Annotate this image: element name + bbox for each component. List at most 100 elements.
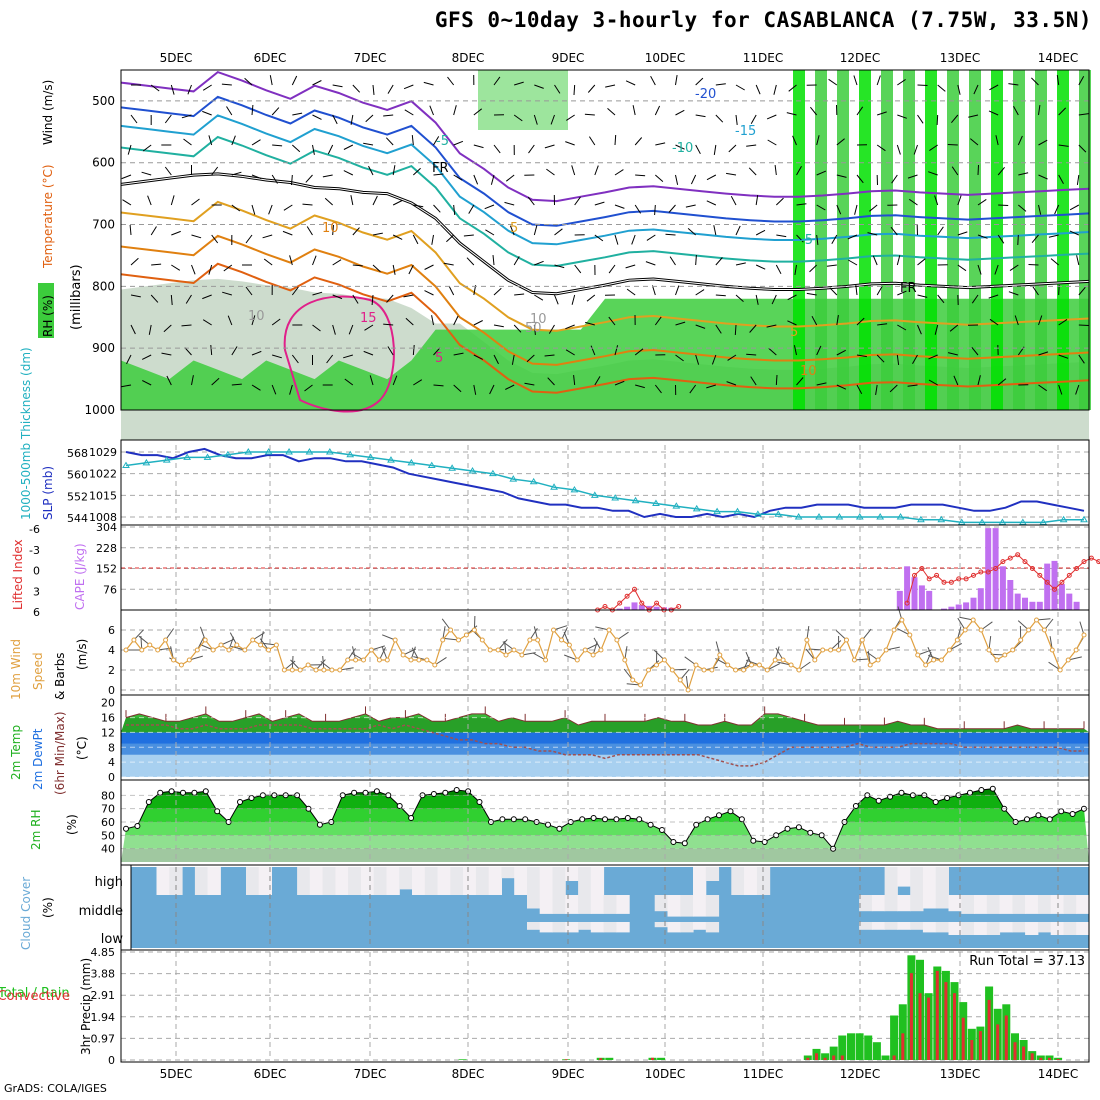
rh-marker <box>681 840 688 847</box>
wind-barb <box>994 264 999 275</box>
precip-conv-bar <box>1013 1042 1017 1060</box>
ylabel-dewpt: 2m DewPt <box>31 728 45 790</box>
credit-label: GrADS: COLA/IGES <box>4 1082 107 1095</box>
cloud-clear <box>386 867 400 895</box>
slp-tick: 1029 <box>89 446 117 459</box>
cloud-clear <box>1050 895 1064 914</box>
rh-marker <box>442 789 449 796</box>
wind-barb <box>614 345 619 356</box>
wind-marker <box>258 642 264 648</box>
wind-barb <box>590 345 596 356</box>
cloud-clear <box>322 867 336 895</box>
cape-bar <box>661 607 667 610</box>
rh-marker <box>316 821 323 828</box>
wind-barb <box>896 255 901 266</box>
wind-marker <box>566 642 572 648</box>
wind-barb <box>528 144 535 154</box>
wind-barb <box>951 166 959 176</box>
cloud-clear <box>859 922 873 930</box>
wind-barb <box>776 234 787 238</box>
wind-barb <box>305 174 313 183</box>
wind-barb <box>746 353 757 356</box>
cloud-clear <box>348 867 362 895</box>
wind-marker <box>384 657 390 663</box>
wind-marker <box>717 652 723 658</box>
ylabel-wind10: 10m Wind <box>9 639 23 700</box>
wind-barb <box>876 354 885 363</box>
wind-marker <box>337 667 343 673</box>
ylabel-cape: CAPE (J/kg) <box>73 543 87 610</box>
cape-bar <box>631 602 638 610</box>
cloud-clear <box>565 895 579 914</box>
wind-barb <box>251 139 261 146</box>
wind-barb <box>998 204 1009 206</box>
wind-barb <box>492 255 495 266</box>
wind-barb <box>574 264 582 274</box>
ylabel-temp2m: 2m Temp <box>9 725 23 780</box>
cloud-clear <box>897 867 911 887</box>
wind-barb <box>170 195 175 206</box>
precip-conv-bar <box>918 993 922 1060</box>
rh-marker <box>362 789 369 796</box>
wind-barb <box>695 324 706 329</box>
rh-column <box>1013 70 1025 410</box>
wind-barb <box>130 324 136 335</box>
cloud-clear <box>999 895 1013 914</box>
cloud-clear <box>693 922 707 930</box>
cloud-clear <box>616 922 630 933</box>
wind-barb <box>392 264 396 275</box>
wind-marker <box>812 657 818 663</box>
wind-barb <box>877 111 887 116</box>
day-label-bottom: 13DEC <box>940 1067 980 1081</box>
precip-conv-bar <box>651 1057 654 1060</box>
wind-barb <box>1058 107 1067 116</box>
precip-tick: 1.94 <box>91 1011 116 1024</box>
wind-barb <box>372 195 378 206</box>
wind-barb <box>1038 105 1041 116</box>
wind-tick: 0 <box>108 684 115 697</box>
wind-barb <box>1058 144 1069 147</box>
wind-barb <box>565 324 575 330</box>
wind-barb <box>711 354 717 365</box>
cape-bar <box>999 566 1006 610</box>
precip-conv-bar <box>1048 1057 1051 1060</box>
cloud-clear <box>335 867 349 895</box>
thickness-marker <box>672 502 681 509</box>
wind-marker <box>1057 667 1063 673</box>
slp-tick: 1015 <box>89 489 117 502</box>
wind-marker <box>408 657 414 663</box>
day-label-bottom: 10DEC <box>645 1067 685 1081</box>
cape-bar <box>911 577 918 610</box>
wind-barb <box>412 344 415 356</box>
wind-barb <box>668 204 676 213</box>
wind-marker <box>368 647 374 653</box>
wind-barb <box>748 167 757 176</box>
rh-marker <box>978 787 985 793</box>
ylabel-cloud: Cloud Cover <box>19 877 33 950</box>
wind-marker <box>1065 657 1071 663</box>
wind-barb <box>251 315 256 326</box>
cloud-clear <box>565 867 579 881</box>
cloud-clear <box>1025 922 1039 935</box>
wind-barb <box>191 198 200 206</box>
thickness-marker <box>631 496 640 504</box>
contour-label: -15 <box>735 124 756 139</box>
cloud-clear <box>667 922 681 933</box>
rh-marker <box>590 815 597 821</box>
wind-barb <box>473 144 484 149</box>
wind-barb <box>796 203 807 206</box>
wind-barb <box>202 319 212 326</box>
temp-contour-15 <box>283 295 395 413</box>
wind-barb <box>971 346 979 356</box>
wind-barb <box>706 200 717 206</box>
wind-marker <box>147 642 153 648</box>
contour-label: 5 <box>510 221 518 236</box>
wind-barb <box>211 166 219 176</box>
thickness-marker <box>468 466 477 474</box>
wind-barb <box>816 234 819 245</box>
wind-barb <box>787 320 797 326</box>
wind-barb <box>774 165 777 176</box>
thickness-marker <box>529 477 538 485</box>
contour-label: 10 <box>322 221 339 236</box>
cloud-clear <box>744 867 758 895</box>
